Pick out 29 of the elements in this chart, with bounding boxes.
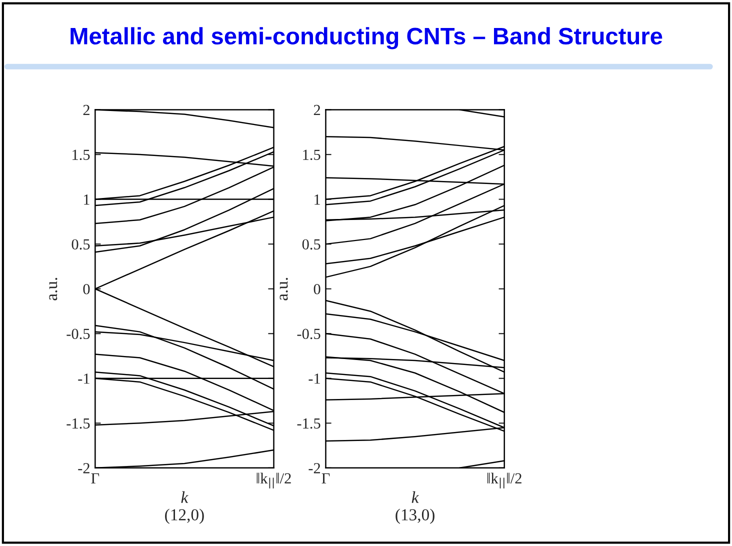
x-tick-label: ‖k$_{||}$‖/2: [487, 472, 522, 488]
y-tick-label: -2: [78, 463, 90, 474]
text: Metallic and semi-conducting CNTs – Band Structure: [70, 27, 662, 50]
y-tick-label: 0.5: [302, 239, 320, 250]
y-tick-label: 1.5: [72, 150, 90, 160]
x-tick-label: Γ: [322, 473, 330, 484]
y-tick-label: -0.5: [66, 328, 90, 340]
y-tick-label: 0: [314, 284, 320, 294]
text: (12,0): [165, 508, 204, 524]
y-tick-label: -1: [308, 374, 320, 384]
y-axis-title: a.u.: [49, 278, 58, 300]
y-tick-label: -2: [308, 463, 320, 474]
x-tick-label: Γ: [91, 473, 100, 484]
y-tick-label: -0.5: [297, 328, 320, 340]
y-tick-label: -1.5: [297, 418, 320, 429]
y-tick-label: -1.5: [66, 418, 90, 429]
x-tick-label: ‖k$_{||}$‖/2: [256, 472, 291, 488]
x-axis-title: k: [181, 491, 188, 503]
y-tick-label: 1.5: [303, 150, 320, 160]
text: (13,0): [396, 508, 434, 524]
y-tick-label: 0.5: [72, 239, 90, 250]
y-axis-title: a.u.: [280, 278, 288, 300]
x-axis-title: k: [412, 491, 419, 503]
y-tick-label: 1: [314, 194, 320, 205]
y-tick-label: 1: [84, 194, 90, 205]
y-tick-label: 2: [314, 104, 320, 116]
y-tick-label: -1: [78, 374, 90, 384]
y-tick-label: 0: [83, 284, 90, 294]
y-tick-label: 2: [83, 104, 90, 116]
